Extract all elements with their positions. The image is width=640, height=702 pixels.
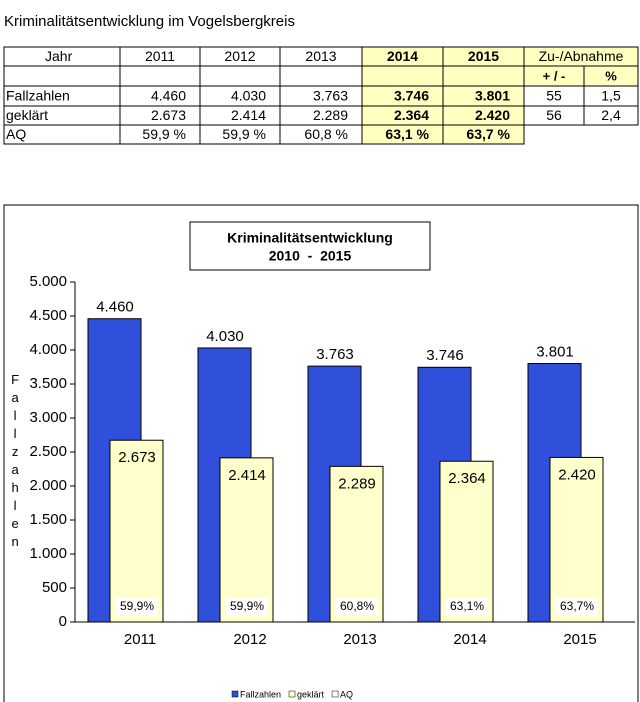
value-label: 4.030 [206,328,244,345]
legend-label: AQ [340,689,353,699]
table-header: Zu-/Abnahme [539,48,624,64]
table-cell [442,65,525,87]
aq-label-box [226,597,268,615]
legend-swatch [231,690,239,698]
value-label: 2.414 [228,467,266,484]
table-cell-text: 1,5 [601,88,621,104]
bar [109,439,164,623]
page-title: Kriminalitätsentwicklung im Vogelsbergkr… [4,13,295,30]
table-cell [119,65,201,87]
y-tick-label: 3.500 [29,375,67,392]
table-cell-text: AQ [6,126,26,142]
value-label: 3.746 [426,347,464,364]
table-cell-text: 3.763 [313,88,348,104]
aq-label: 63,7% [560,599,594,613]
table-cell [3,65,121,87]
table-cell-text: 2.414 [231,107,266,123]
legend-swatch [288,690,296,698]
table-cell-text: 4.030 [231,88,266,104]
value-label: 4.460 [96,299,134,316]
bar [219,457,274,623]
y-tick-label: 1.500 [29,511,67,528]
table-cell [583,105,639,126]
table-cell-text: 59,9 % [142,126,186,142]
table-header: 2012 [224,48,255,64]
x-tick-label: 2014 [453,631,486,648]
bar [329,465,384,623]
table-header: Jahr [45,48,73,64]
table-cell-text: 2.364 [394,107,429,123]
legend-label: Fallzahlen [240,689,281,699]
table-cell-text: 55 [546,88,562,104]
y-tick-label: 5.000 [29,273,67,290]
table-cell-text: 63,7 % [466,126,510,142]
table-cell-text: 2,4 [601,107,621,123]
y-axis-label: Fallzahlen [8,372,23,552]
table-header: 2013 [305,48,336,64]
value-label: 2.420 [558,466,596,483]
aq-label: 60,8% [340,599,374,613]
y-tick-label: 4.000 [29,341,67,358]
bar [549,456,604,623]
x-tick-label: 2013 [343,631,376,648]
table-cell-text: 3.746 [394,88,429,104]
aq-label: 59,9% [120,599,154,613]
y-tick-label: 2.000 [29,477,67,494]
aq-label-box [336,597,378,615]
table-cell-text: 2.420 [475,107,510,123]
aq-label-box [116,597,158,615]
x-tick-label: 2011 [124,631,156,648]
legend-label: geklärt [297,689,325,699]
table-subheader: + / - [543,68,566,83]
table-cell [199,65,281,87]
table-cell-text: 60,8 % [304,126,348,142]
table-cell-text: geklärt [6,107,48,123]
aq-label-box [556,597,598,615]
value-label: 2.673 [118,449,156,466]
table-header: 2011 [145,48,175,64]
value-label: 2.364 [448,470,486,487]
table-cell-text: 2.673 [151,107,186,123]
chart-title: Kriminalitätsentwicklung [227,230,393,246]
table-cell [279,65,363,87]
table-cell [361,65,444,87]
table-cell-text: 63,1 % [385,126,429,142]
table-cell-text: 2.289 [313,107,348,123]
y-tick-label: 2.500 [29,443,67,460]
value-label: 3.801 [536,344,574,361]
y-tick-label: 3.000 [29,409,67,426]
aq-label: 63,1% [450,599,484,613]
table-cell-text: 4.460 [151,88,186,104]
aq-label: 59,9% [230,599,264,613]
table-cell-text: 3.801 [475,88,510,104]
chart-subtitle: 2010 - 2015 [269,248,352,264]
legend-swatch [331,690,339,698]
chart-title-box [189,221,431,271]
table-header: 2014 [387,48,418,64]
bar [439,460,494,623]
value-label: 2.289 [338,475,376,492]
y-tick-label: 1.000 [29,545,67,562]
table-cell-text: 59,9 % [222,126,266,142]
value-label: 3.763 [316,346,354,363]
table-cell-text: Fallzahlen [6,88,70,104]
table-subheader: % [605,68,617,83]
y-tick-label: 4.500 [29,307,67,324]
table-cell [442,124,525,145]
table-header: 2015 [468,48,499,64]
y-tick-label: 500 [42,579,67,596]
x-tick-label: 2012 [233,631,266,648]
aq-label-box [446,597,488,615]
y-tick-label: 0 [59,613,67,630]
table-cell-text: 56 [546,107,562,123]
x-tick-label: 2015 [563,631,596,648]
